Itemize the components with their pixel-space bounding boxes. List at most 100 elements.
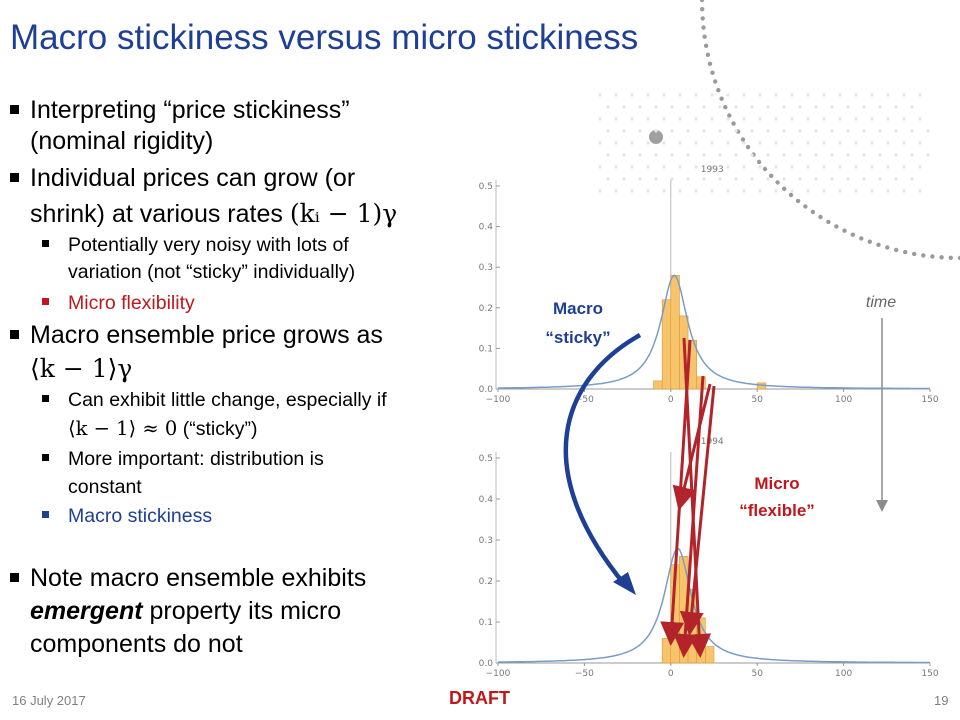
decor-dot xyxy=(700,7,705,12)
decor-dot xyxy=(886,141,890,145)
decor-dot xyxy=(670,129,674,133)
decor-dot xyxy=(803,204,808,209)
decor-dot xyxy=(838,165,842,169)
decor-dot xyxy=(894,105,898,109)
decor-dot xyxy=(854,117,858,121)
decor-dot xyxy=(718,177,722,181)
y-tick-label: 0.2 xyxy=(479,304,493,314)
decor-dot xyxy=(878,153,882,157)
decor-dot xyxy=(654,177,658,181)
x-tick-label: 150 xyxy=(921,669,938,679)
micro-label-line1: Micro xyxy=(754,474,799,493)
bullet-text: Micro flexibility xyxy=(68,292,195,314)
decor-dot xyxy=(638,177,642,181)
decor-dot xyxy=(718,105,722,109)
x-tick-label: −100 xyxy=(486,395,511,405)
decor-dot xyxy=(814,153,818,157)
decor-dot xyxy=(846,129,850,133)
bullet-text: variation (not “sticky” individually) xyxy=(68,261,356,283)
decor-dot xyxy=(670,105,674,109)
decor-dot xyxy=(834,224,839,229)
decor-dot xyxy=(918,93,922,97)
decor-dot xyxy=(758,117,762,121)
decor-dot xyxy=(723,105,728,110)
y-tick-label: 0.5 xyxy=(479,182,493,192)
decor-dot xyxy=(678,141,682,145)
y-tick-label: 0.3 xyxy=(479,263,493,273)
decor-dot xyxy=(854,189,858,193)
decor-dot xyxy=(654,105,658,109)
decor-dot xyxy=(766,177,770,181)
bullet-text: shrink) at various rates (kᵢ − 1)γ xyxy=(30,198,397,230)
fit-curve xyxy=(497,547,930,664)
y-tick-label: 0.2 xyxy=(479,577,493,587)
decor-dot xyxy=(766,129,770,133)
decor-dot xyxy=(678,117,682,121)
y-tick-label: 0.0 xyxy=(479,385,494,395)
x-tick-label: −100 xyxy=(486,669,511,679)
decor-dot xyxy=(598,189,602,193)
decor-dot xyxy=(830,177,834,181)
bullet-text: (nominal rigidity) xyxy=(30,127,214,155)
decor-dot xyxy=(694,117,698,121)
decor-dot xyxy=(822,189,826,193)
decor-dot xyxy=(700,16,705,21)
decor-dot xyxy=(622,129,626,133)
decor-dot xyxy=(606,105,610,109)
decor-dot xyxy=(910,177,914,181)
bullet-text: Macro stickiness xyxy=(68,505,213,527)
decor-dot xyxy=(862,129,866,133)
x-tick-label: 0 xyxy=(668,395,674,405)
bullet-text: More important: distribution is xyxy=(68,448,324,470)
decor-dot xyxy=(926,153,930,157)
decor-dot xyxy=(734,153,738,157)
bullet-marker xyxy=(42,511,49,518)
decor-dot xyxy=(614,165,618,169)
decor-dot xyxy=(702,105,706,109)
decor-dot xyxy=(606,153,610,157)
decor-dot xyxy=(713,79,718,84)
decor-dot xyxy=(870,93,874,97)
decor-dot xyxy=(745,144,751,150)
math-rate-expression: (kᵢ − 1)γ xyxy=(289,199,398,228)
decor-dot xyxy=(734,129,738,133)
y-tick-label: 0.4 xyxy=(479,223,494,233)
decor-dot xyxy=(790,189,794,193)
decor-dot xyxy=(716,88,721,93)
decor-dot xyxy=(814,129,818,133)
decor-dot xyxy=(846,105,850,109)
decor-dot xyxy=(686,129,690,133)
y-tick-label: 0.1 xyxy=(479,618,493,628)
bullet-marker xyxy=(42,298,49,305)
decor-dot xyxy=(670,177,674,181)
decor-dot xyxy=(774,189,778,193)
decor-dot xyxy=(775,180,780,185)
decor-dot xyxy=(646,165,650,169)
chart-title: 1993 xyxy=(701,165,724,175)
decor-dot xyxy=(742,93,746,97)
y-tick-label: 0.3 xyxy=(479,536,493,546)
decor-dot xyxy=(886,117,890,121)
decor-dot xyxy=(790,141,794,145)
decor-dot xyxy=(878,105,882,109)
decor-dot xyxy=(662,189,666,193)
decor-dot xyxy=(814,105,818,109)
decor-dot xyxy=(918,165,922,169)
decor-dot xyxy=(902,189,906,193)
decor-dot xyxy=(702,34,707,39)
decor-dot xyxy=(939,255,944,260)
decor-dot xyxy=(903,249,908,255)
decor-dot xyxy=(726,189,730,193)
decor-dot xyxy=(798,129,802,133)
decor-dot xyxy=(694,189,698,193)
decor-dot xyxy=(846,153,850,157)
decor-dot xyxy=(703,43,709,48)
decor-dot xyxy=(638,153,642,157)
annotation-arrows xyxy=(563,333,716,658)
decor-dot xyxy=(678,189,682,193)
x-tick-label: 50 xyxy=(751,669,763,679)
decor-dot xyxy=(750,153,754,157)
bullet-text: emergent property its micro xyxy=(30,596,341,627)
x-tick-label: −50 xyxy=(575,395,594,405)
